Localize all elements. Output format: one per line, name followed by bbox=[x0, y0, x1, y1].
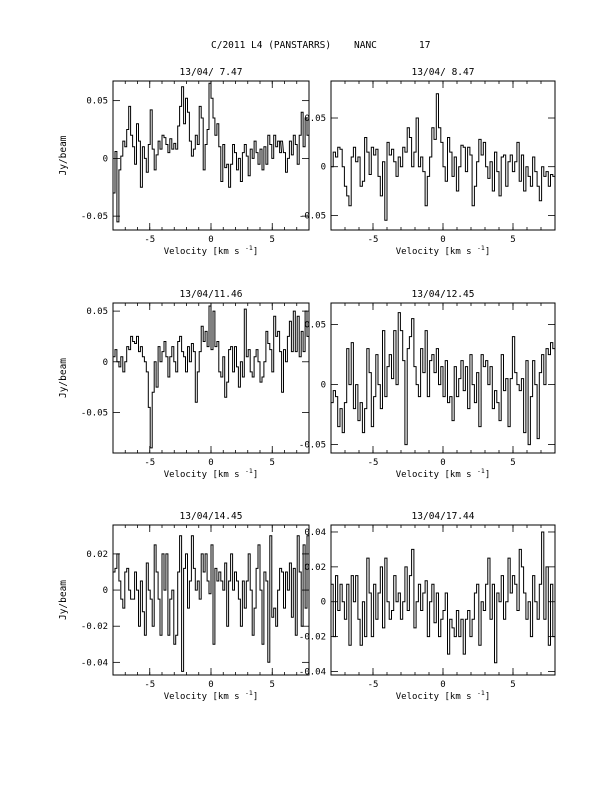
y-axis-label: Jy/beam bbox=[58, 135, 69, 175]
y-tick-label: 0.05 bbox=[86, 97, 108, 107]
spectrum-trace bbox=[331, 312, 555, 446]
spectrum-trace bbox=[331, 93, 555, 221]
x-tick-label: 0 bbox=[440, 458, 445, 468]
x-tick-label: 0 bbox=[440, 235, 445, 245]
spectra-panels: -5 0 5 -0.05 0 0.05 13/04/ 7.47 Velocity [km s … bbox=[58, 67, 556, 702]
figure-header-observatory: NANC bbox=[354, 40, 377, 51]
y-tick-label: -0.04 bbox=[81, 658, 108, 668]
x-tick-label: 0 bbox=[208, 458, 213, 468]
y-tick-label: 0 bbox=[321, 163, 326, 173]
x-axis-label: Velocity [km s -1] bbox=[396, 244, 491, 257]
spectrum-trace bbox=[113, 82, 309, 223]
spectrum-trace bbox=[331, 531, 555, 664]
y-tick-label: -0.02 bbox=[81, 622, 108, 632]
spectrum-trace bbox=[113, 535, 309, 672]
y-tick-label: 0 bbox=[103, 154, 108, 164]
y-axis-label: Jy/beam bbox=[58, 358, 69, 398]
x-tick-label: 0 bbox=[440, 680, 445, 690]
spectrum-panel-6: -5 0 5 -0.04 -0.02 0 0.02 0.04 13/04/17.44 Veloci… bbox=[299, 511, 556, 702]
x-tick-label: -5 bbox=[144, 680, 155, 690]
x-axis-label: Velocity [km s -1] bbox=[164, 244, 259, 257]
figure-header-number: 17 bbox=[419, 40, 430, 51]
x-tick-label: -5 bbox=[368, 458, 379, 468]
x-tick-label: 5 bbox=[270, 458, 275, 468]
y-tick-label: 0.04 bbox=[304, 528, 326, 538]
x-axis-label: Velocity [km s -1] bbox=[396, 689, 491, 702]
y-tick-label: 0 bbox=[103, 586, 108, 596]
y-tick-label: 0.05 bbox=[304, 321, 326, 331]
spectrum-panel-1: -5 0 5 -0.05 0 0.05 13/04/ 7.47 Velocity [km s … bbox=[58, 67, 310, 257]
y-tick-label: -0.04 bbox=[299, 668, 326, 678]
x-tick-label: -5 bbox=[368, 680, 379, 690]
panel-title: 13/04/ 8.47 bbox=[412, 67, 475, 78]
x-tick-label: 5 bbox=[270, 680, 275, 690]
x-tick-label: 0 bbox=[208, 680, 213, 690]
plot-frame bbox=[330, 524, 556, 676]
spectrum-panel-5: -5 0 5 -0.04 -0.02 0 0.02 13/04/14.45 Velocity [… bbox=[58, 511, 310, 702]
y-tick-label: -0.05 bbox=[81, 408, 108, 418]
y-tick-label: -0.05 bbox=[299, 441, 326, 451]
spectrum-trace bbox=[113, 305, 309, 449]
y-tick-label: 0.05 bbox=[304, 114, 326, 124]
y-tick-label: 0 bbox=[321, 381, 326, 391]
x-tick-label: -5 bbox=[144, 235, 155, 245]
spectrum-panel-3: -5 0 5 -0.05 0 0.05 13/04/11.46 Velocity [km s … bbox=[58, 289, 310, 480]
panel-title: 13/04/14.45 bbox=[180, 511, 243, 522]
x-tick-label: 5 bbox=[510, 680, 515, 690]
x-tick-label: 5 bbox=[510, 458, 515, 468]
spectrum-panel-4: -5 0 5 -0.05 0 0.05 13/04/12.45 Velocity [km s … bbox=[299, 289, 556, 480]
y-tick-label: 0.02 bbox=[304, 563, 326, 573]
y-tick-label: -0.05 bbox=[299, 211, 326, 221]
panel-title: 13/04/ 7.47 bbox=[180, 67, 243, 78]
y-tick-label: 0 bbox=[103, 358, 108, 368]
x-tick-label: -5 bbox=[368, 235, 379, 245]
y-tick-label: 0 bbox=[321, 598, 326, 608]
x-tick-label: 0 bbox=[208, 235, 213, 245]
x-axis-label: Velocity [km s -1] bbox=[396, 467, 491, 480]
panel-title: 13/04/17.44 bbox=[412, 511, 475, 522]
x-tick-label: -5 bbox=[144, 458, 155, 468]
y-tick-label: -0.02 bbox=[299, 633, 326, 643]
panel-title: 13/04/11.46 bbox=[180, 289, 243, 300]
spectrum-panel-2: -5 0 5 -0.05 0 0.05 13/04/ 8.47 Velocity [km s … bbox=[299, 67, 556, 257]
panel-title: 13/04/12.45 bbox=[412, 289, 475, 300]
x-tick-label: 5 bbox=[270, 235, 275, 245]
y-tick-label: 0.05 bbox=[86, 307, 108, 317]
figure-header-object: C/2011 L4 (PANSTARRS) bbox=[211, 40, 331, 51]
x-axis-label: Velocity [km s -1] bbox=[164, 467, 259, 480]
y-tick-label: -0.05 bbox=[81, 212, 108, 222]
x-axis-label: Velocity [km s -1] bbox=[164, 689, 259, 702]
y-axis-label: Jy/beam bbox=[58, 580, 69, 620]
x-tick-label: 5 bbox=[510, 235, 515, 245]
y-tick-label: 0.02 bbox=[86, 550, 108, 560]
